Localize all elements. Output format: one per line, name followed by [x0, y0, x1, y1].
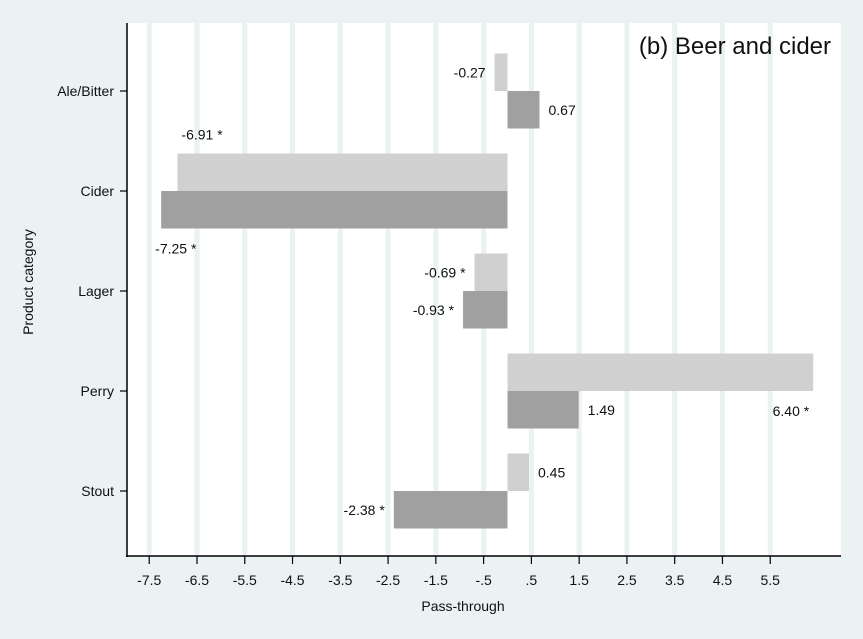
- gridline: [290, 23, 296, 556]
- x-tick-label: -6.5: [185, 572, 209, 588]
- y-tick-label: Ale/Bitter: [57, 83, 114, 99]
- x-tick-label: .5: [526, 572, 538, 588]
- bar-light: [474, 253, 508, 291]
- bar-dark: [393, 491, 508, 529]
- x-tick-label: 5.5: [761, 572, 781, 588]
- y-tick-label: Stout: [81, 483, 114, 499]
- x-tick-label: -7.5: [137, 572, 161, 588]
- gridline: [624, 23, 630, 556]
- x-tick-label: 4.5: [713, 572, 733, 588]
- gridline: [242, 23, 248, 556]
- bar-light: [494, 53, 508, 91]
- x-axis-title: Pass-through: [421, 598, 504, 614]
- y-tick-label: Lager: [78, 283, 114, 299]
- bar-dark: [507, 91, 540, 129]
- bar-light: [177, 153, 508, 191]
- x-tick-label: 3.5: [665, 572, 685, 588]
- data-label: -0.27: [454, 64, 486, 80]
- gridline: [337, 23, 343, 556]
- gridline: [767, 23, 773, 556]
- gridline: [719, 23, 725, 556]
- data-label: -6.91 *: [181, 127, 223, 143]
- gridline: [528, 23, 534, 556]
- x-tick-label: -.5: [475, 572, 492, 588]
- y-axis-title: Product category: [20, 229, 36, 335]
- x-tick-label: -3.5: [328, 572, 352, 588]
- y-tick-label: Cider: [81, 183, 115, 199]
- data-label: 0.45: [538, 464, 565, 480]
- data-label: 6.40 *: [773, 403, 810, 419]
- x-tick-label: -1.5: [424, 572, 448, 588]
- chart-title: (b) Beer and cider: [639, 33, 831, 60]
- x-tick-label: 1.5: [569, 572, 589, 588]
- gridline: [672, 23, 678, 556]
- bar-dark: [507, 391, 579, 429]
- gridline: [385, 23, 391, 556]
- data-label: -7.25 *: [155, 241, 197, 257]
- gridline: [146, 23, 152, 556]
- bar-dark: [161, 191, 508, 229]
- bar-dark: [463, 291, 508, 329]
- x-tick-label: 2.5: [617, 572, 637, 588]
- data-label: -0.69 *: [424, 264, 466, 280]
- bar-light: [507, 453, 529, 491]
- x-tick-label: -4.5: [280, 572, 304, 588]
- data-label: -2.38 *: [344, 502, 386, 518]
- x-tick-label: -5.5: [233, 572, 257, 588]
- bar-light: [507, 353, 814, 391]
- y-tick-label: Perry: [81, 383, 114, 399]
- data-label: 1.49: [588, 402, 615, 418]
- data-label: 0.67: [549, 102, 576, 118]
- gridline: [576, 23, 582, 556]
- gridline: [433, 23, 439, 556]
- gridline: [194, 23, 200, 556]
- data-label: -0.93 *: [413, 302, 455, 318]
- x-tick-label: -2.5: [376, 572, 400, 588]
